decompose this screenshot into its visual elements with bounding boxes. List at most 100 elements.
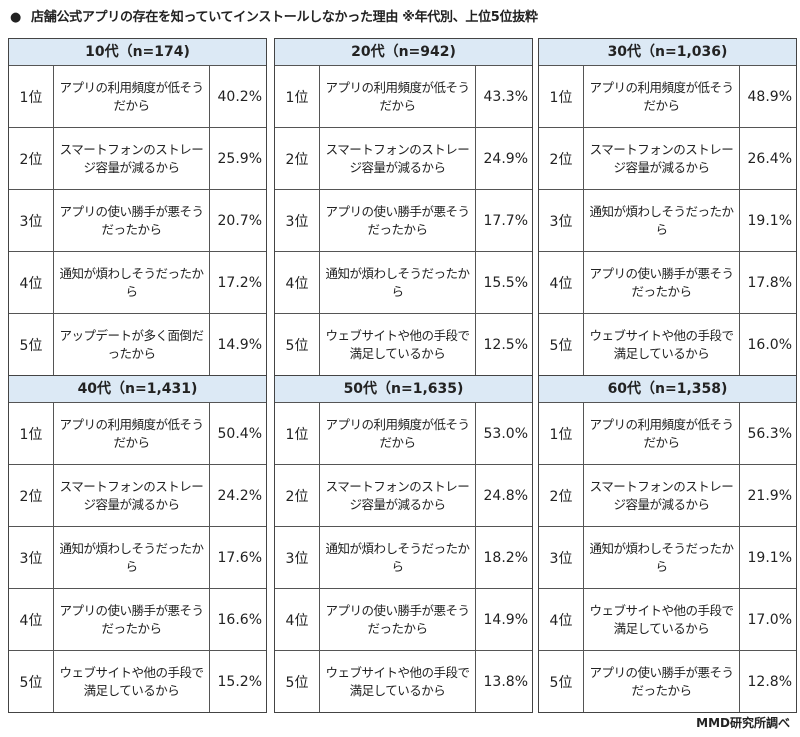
reason-cell: アプリの利用頻度が低そうだから (320, 403, 476, 464)
rank-cell: 4位 (275, 252, 320, 313)
table-row: 5位 ウェブサイトや他の手段で満足しているから 15.2% (9, 651, 266, 712)
rank-cell: 1位 (539, 66, 584, 127)
percent-cell: 13.8% (483, 673, 528, 690)
reason-cell: ウェブサイトや他の手段で満足しているから (320, 314, 476, 375)
percent-cell: 15.2% (217, 673, 262, 690)
table-row: 2位 スマートフォンのストレージ容量が減るから 24.8% (275, 465, 532, 527)
page-title: ● 店舗公式アプリの存在を知っていてインストールしなかった理由 ※年代別、上位5位… (10, 6, 538, 25)
table-row: 1位 アプリの利用頻度が低そうだから 50.4% (9, 403, 266, 465)
age-table-header: 10代（n=174) (9, 39, 266, 66)
reason-cell: 通知が煩わしそうだったから (54, 252, 210, 313)
table-row: 2位 スマートフォンのストレージ容量が減るから 24.2% (9, 465, 266, 527)
rank-cell: 2位 (539, 465, 584, 526)
table-row: 2位 スマートフォンのストレージ容量が減るから 25.9% (9, 128, 266, 190)
percent-cell: 20.7% (217, 212, 262, 229)
percent-cell: 16.6% (217, 611, 262, 628)
reason-cell: ウェブサイトや他の手段で満足しているから (584, 589, 740, 650)
table-row: 2位 スマートフォンのストレージ容量が減るから 21.9% (539, 465, 796, 527)
table-row: 1位 アプリの利用頻度が低そうだから 48.9% (539, 66, 796, 128)
age-table: 30代（n=1,036) 1位 アプリの利用頻度が低そうだから 48.9% 2位… (538, 38, 797, 376)
rank-cell: 5位 (539, 314, 584, 375)
title-text: 店舗公式アプリの存在を知っていてインストールしなかった理由 ※年代別、上位5位抜… (31, 10, 538, 25)
reason-cell: 通知が煩わしそうだったから (320, 527, 476, 588)
reason-cell: アプリの使い勝手が悪そうだったから (584, 651, 740, 712)
table-row: 5位 アップデートが多く面倒だったから 14.9% (9, 314, 266, 375)
percent-cell: 19.1% (747, 212, 792, 229)
reason-cell: スマートフォンのストレージ容量が減るから (54, 128, 210, 189)
percent-cell: 24.9% (483, 150, 528, 167)
age-table-header: 40代（n=1,431) (9, 376, 266, 403)
age-table: 20代（n=942) 1位 アプリの利用頻度が低そうだから 43.3% 2位 ス… (274, 38, 533, 376)
percent-cell: 17.2% (217, 274, 262, 291)
reason-cell: アプリの利用頻度が低そうだから (320, 66, 476, 127)
age-table: 10代（n=174) 1位 アプリの利用頻度が低そうだから 40.2% 2位 ス… (8, 38, 267, 376)
table-row: 3位 アプリの使い勝手が悪そうだったから 17.7% (275, 190, 532, 252)
table-row: 1位 アプリの利用頻度が低そうだから 43.3% (275, 66, 532, 128)
percent-cell: 12.8% (747, 673, 792, 690)
reason-cell: 通知が煩わしそうだったから (584, 190, 740, 251)
percent-cell: 24.2% (217, 487, 262, 504)
percent-cell: 16.0% (747, 336, 792, 353)
reason-cell: 通知が煩わしそうだったから (584, 527, 740, 588)
percent-cell: 17.0% (747, 611, 792, 628)
rank-cell: 2位 (9, 128, 54, 189)
reason-cell: アプリの使い勝手が悪そうだったから (54, 589, 210, 650)
percent-cell: 21.9% (747, 487, 792, 504)
source-credit: MMD研究所調べ (696, 716, 790, 730)
table-row: 4位 アプリの使い勝手が悪そうだったから 17.8% (539, 252, 796, 314)
percent-cell: 12.5% (483, 336, 528, 353)
table-row: 2位 スマートフォンのストレージ容量が減るから 26.4% (539, 128, 796, 190)
reason-cell: アプリの利用頻度が低そうだから (584, 66, 740, 127)
bullet-icon: ● (10, 10, 22, 25)
table-row: 4位 アプリの使い勝手が悪そうだったから 14.9% (275, 589, 532, 651)
reason-cell: ウェブサイトや他の手段で満足しているから (320, 651, 476, 712)
rank-cell: 3位 (275, 190, 320, 251)
percent-cell: 56.3% (747, 425, 792, 442)
percent-cell: 40.2% (217, 88, 262, 105)
rank-cell: 4位 (275, 589, 320, 650)
age-table: 60代（n=1,358) 1位 アプリの利用頻度が低そうだから 56.3% 2位… (538, 375, 797, 713)
reason-cell: アプリの利用頻度が低そうだから (54, 66, 210, 127)
rank-cell: 1位 (275, 403, 320, 464)
percent-cell: 15.5% (483, 274, 528, 291)
reason-cell: ウェブサイトや他の手段で満足しているから (54, 651, 210, 712)
table-row: 5位 ウェブサイトや他の手段で満足しているから 13.8% (275, 651, 532, 712)
rank-cell: 4位 (539, 589, 584, 650)
percent-cell: 19.1% (747, 549, 792, 566)
rank-cell: 5位 (275, 651, 320, 712)
reason-cell: スマートフォンのストレージ容量が減るから (584, 128, 740, 189)
rank-cell: 2位 (539, 128, 584, 189)
percent-cell: 43.3% (483, 88, 528, 105)
rank-cell: 1位 (9, 403, 54, 464)
reason-cell: スマートフォンのストレージ容量が減るから (320, 128, 476, 189)
reason-cell: 通知が煩わしそうだったから (54, 527, 210, 588)
reason-cell: アプリの使い勝手が悪そうだったから (54, 190, 210, 251)
reason-cell: スマートフォンのストレージ容量が減るから (54, 465, 210, 526)
table-row: 1位 アプリの利用頻度が低そうだから 56.3% (539, 403, 796, 465)
rank-cell: 2位 (275, 465, 320, 526)
percent-cell: 53.0% (483, 425, 528, 442)
percent-cell: 17.6% (217, 549, 262, 566)
rank-cell: 1位 (539, 403, 584, 464)
table-row: 4位 通知が煩わしそうだったから 15.5% (275, 252, 532, 314)
table-row: 1位 アプリの利用頻度が低そうだから 40.2% (9, 66, 266, 128)
table-row: 5位 アプリの使い勝手が悪そうだったから 12.8% (539, 651, 796, 712)
reason-cell: スマートフォンのストレージ容量が減るから (584, 465, 740, 526)
reason-cell: スマートフォンのストレージ容量が減るから (320, 465, 476, 526)
percent-cell: 14.9% (483, 611, 528, 628)
age-table-header: 20代（n=942) (275, 39, 532, 66)
table-row: 4位 ウェブサイトや他の手段で満足しているから 17.0% (539, 589, 796, 651)
rank-cell: 5位 (9, 651, 54, 712)
table-row: 3位 通知が煩わしそうだったから 17.6% (9, 527, 266, 589)
rank-cell: 4位 (9, 252, 54, 313)
rank-cell: 1位 (9, 66, 54, 127)
rank-cell: 3位 (275, 527, 320, 588)
table-row: 3位 通知が煩わしそうだったから 19.1% (539, 527, 796, 589)
age-table: 50代（n=1,635) 1位 アプリの利用頻度が低そうだから 53.0% 2位… (274, 375, 533, 713)
percent-cell: 17.8% (747, 274, 792, 291)
reason-cell: アプリの使い勝手が悪そうだったから (320, 190, 476, 251)
reason-cell: 通知が煩わしそうだったから (320, 252, 476, 313)
table-row: 3位 アプリの使い勝手が悪そうだったから 20.7% (9, 190, 266, 252)
age-table-header: 50代（n=1,635) (275, 376, 532, 403)
rank-cell: 3位 (539, 190, 584, 251)
